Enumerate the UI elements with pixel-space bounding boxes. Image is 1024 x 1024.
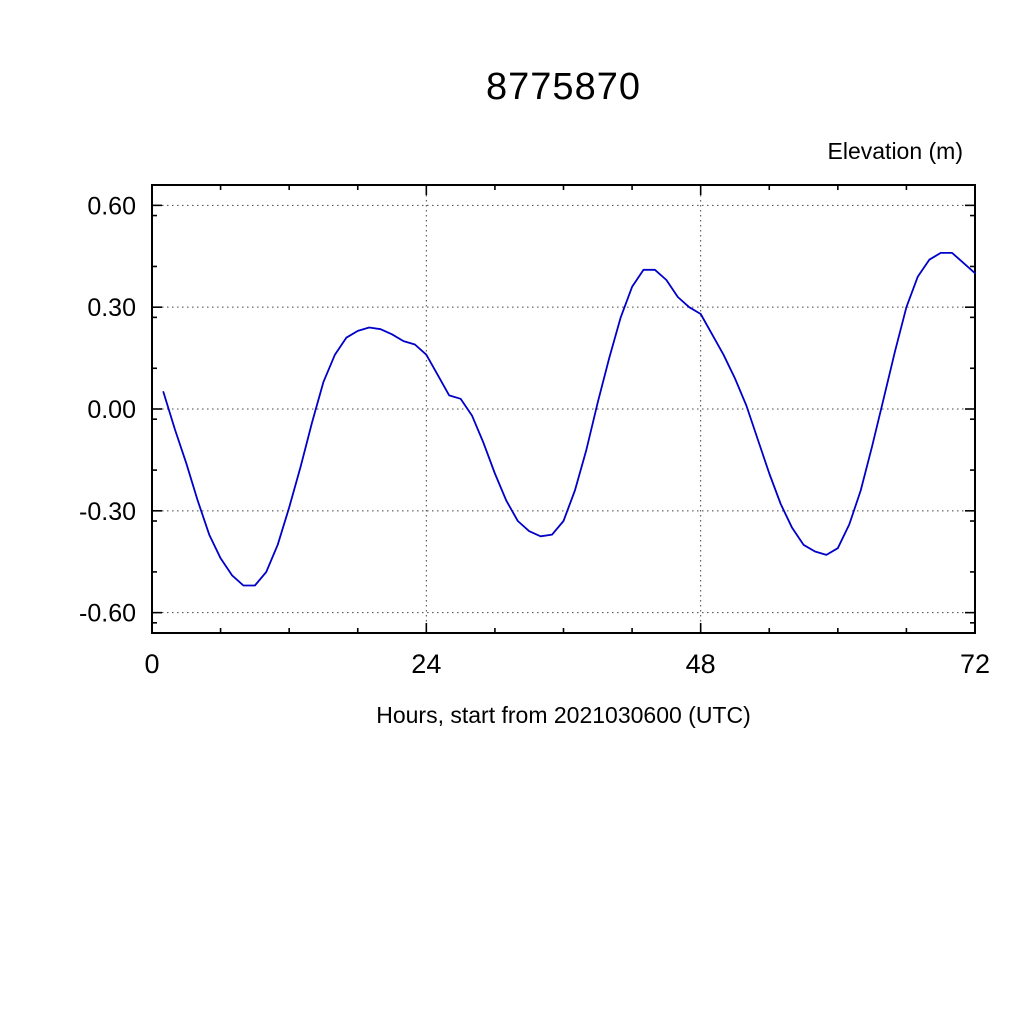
y-tick-label: 0.60: [87, 192, 136, 220]
x-tick-label: 0: [144, 649, 159, 679]
plot-frame: [151, 184, 976, 634]
y-tick-label: 0.30: [87, 294, 136, 322]
y-tick-label: 0.00: [87, 396, 136, 424]
y-tick-label: -0.60: [79, 600, 136, 628]
x-tick-label: 72: [960, 649, 990, 679]
x-axis-title: Hours, start from 2021030600 (UTC): [376, 702, 751, 728]
chart-title: 8775870: [486, 66, 641, 108]
y-axis-title: Elevation (m): [827, 138, 963, 164]
elevation-series-line: [162, 251, 976, 587]
gridlines: [152, 185, 975, 633]
x-tick-label: 48: [686, 649, 716, 679]
x-tick-labels: 0 24 48 72: [144, 649, 990, 679]
x-tick-label: 24: [411, 649, 441, 679]
y-tick-label: -0.30: [79, 498, 136, 526]
y-tick-labels: 0.60 0.30 0.00 -0.30 -0.60: [79, 192, 136, 627]
